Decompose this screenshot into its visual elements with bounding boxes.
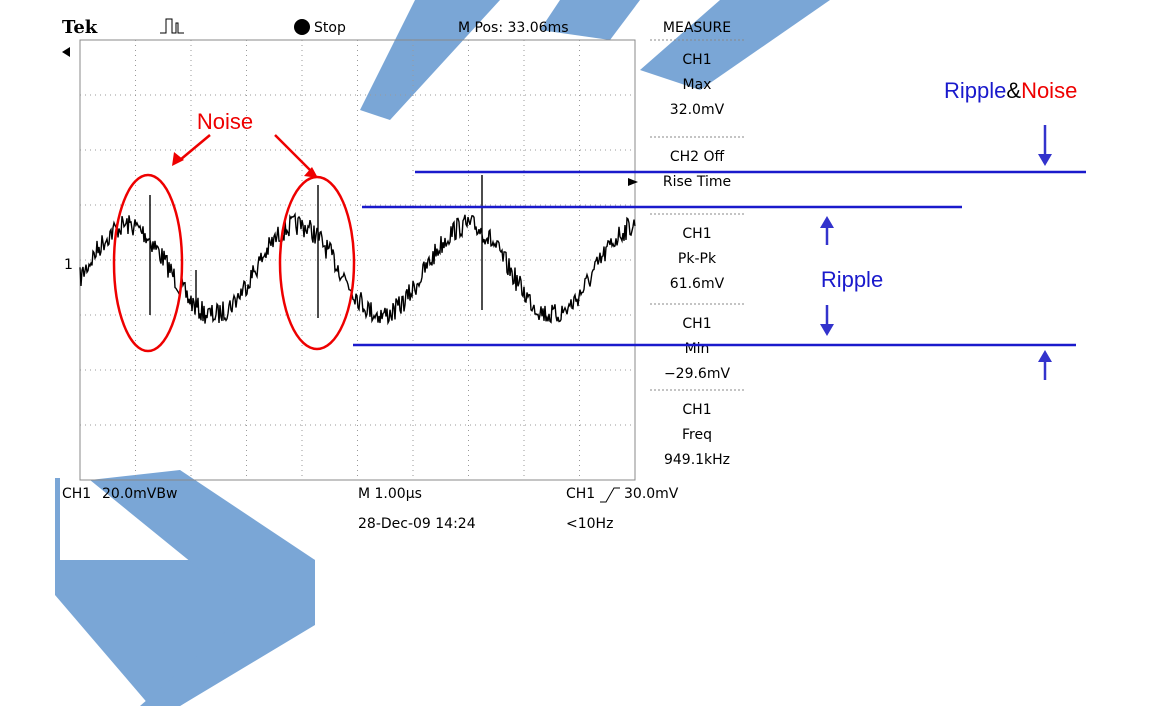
ripple-label: Ripple	[821, 267, 883, 292]
measure-value: −29.6mV	[664, 366, 731, 382]
trigger-level: 30.0mV	[624, 486, 679, 502]
measure-value: 32.0mV	[670, 102, 725, 118]
trigger-slope	[600, 488, 620, 502]
position: M Pos: 33.06ms	[458, 20, 569, 36]
noise-label: Noise	[197, 109, 253, 134]
waveform	[80, 175, 635, 324]
measure-channel: CH1	[682, 316, 711, 332]
noise-arrow	[180, 135, 210, 160]
acquire-icon	[160, 19, 184, 33]
measure-channel: CH1	[682, 226, 711, 242]
noise-ellipse	[280, 177, 354, 349]
brand: Tek	[62, 17, 98, 38]
measure-channel: CH2 Off	[670, 149, 725, 165]
ampersand: &	[1006, 78, 1021, 103]
stop-icon	[294, 19, 310, 35]
measure-channel: CH1	[682, 402, 711, 418]
run-state: Stop	[314, 20, 346, 36]
measure-value: 61.6mV	[670, 276, 725, 292]
channel-marker: 1	[64, 257, 73, 273]
noise-word: Noise	[1021, 78, 1077, 103]
measure-label: Max	[683, 77, 712, 93]
menu-pointer	[628, 178, 638, 186]
scale: 20.0mVBw	[102, 486, 177, 502]
measure-label: Min	[685, 341, 710, 357]
trigger-channel: CH1	[566, 486, 595, 502]
measure-channel: CH1	[682, 52, 711, 68]
noise-ellipse	[114, 175, 182, 351]
arrows	[827, 125, 1045, 380]
ripple-noise-label: Ripple&Noise	[944, 78, 1077, 103]
screenshot: Tek Stop M Pos: 33.06ms 1 MEASURE CH1 Max…	[0, 0, 1156, 706]
channel: CH1	[62, 486, 91, 502]
ripple-word: Ripple	[944, 78, 1006, 103]
arrowheads	[820, 154, 1052, 362]
noise-arrow	[275, 135, 312, 172]
timestamp: 28-Dec-09 14:24	[358, 516, 476, 532]
trigger-pos-marker	[62, 47, 70, 57]
measure-value: 949.1kHz	[664, 452, 730, 468]
measure-label: Pk-Pk	[678, 251, 717, 267]
measure-title: MEASURE	[663, 20, 731, 36]
level-lines	[353, 172, 1086, 345]
measure-panel: MEASURE CH1 Max 32.0mV CH2 Off Rise Time CH1 P…	[650, 20, 745, 468]
timebase: M 1.00µs	[358, 486, 422, 502]
trigger-frequency: <10Hz	[566, 516, 613, 532]
measure-label: Freq	[682, 427, 712, 443]
measure-label: Rise Time	[663, 174, 731, 190]
